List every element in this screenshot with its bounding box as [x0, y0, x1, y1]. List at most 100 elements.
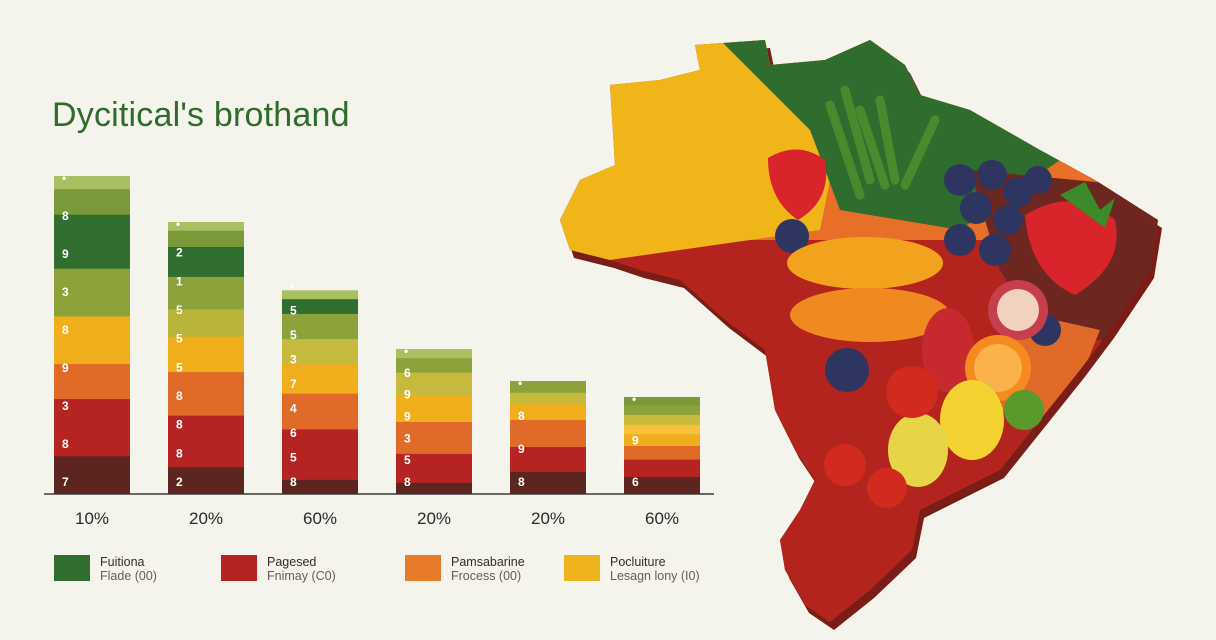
bar-5-segment-3 [510, 419, 586, 448]
legend-sub-4: Lesagn lony (I0) [610, 569, 700, 583]
bar-6-segment-5 [624, 424, 700, 435]
bar-4-segment-2 [396, 453, 472, 483]
legend-item-1: Fuitiona Flade (00) [54, 555, 157, 583]
x-tick-label-6: 60% [645, 509, 679, 528]
legend-name-4: Pocluiture [610, 555, 666, 569]
bar-2-segment-8 [168, 230, 244, 247]
bar-6-segment-7 [624, 404, 700, 415]
lemon-2 [888, 413, 948, 487]
bar-4-mark-7: • [404, 344, 408, 358]
bar-2-segment-3 [168, 371, 244, 416]
bar-1-mark-1: 7 [62, 475, 69, 489]
bar-3-segment-2 [282, 428, 358, 480]
bar-3-segment-1 [282, 479, 358, 495]
bar-6-segment-8 [624, 397, 700, 406]
bar-2-mark-8: 1 [176, 274, 183, 288]
x-tick-label-2: 20% [189, 509, 223, 528]
bar-1-mark-9: • [62, 171, 66, 185]
bar-6-segment-2 [624, 459, 700, 478]
bar-4-mark-3: 3 [404, 431, 411, 445]
bar-4-segment-7 [396, 349, 472, 359]
bar-3-mark-2: 5 [290, 451, 297, 465]
bar-1-mark-6: 3 [62, 285, 69, 299]
bar-1-segment-8 [54, 176, 130, 190]
bar-6-segment-3 [624, 445, 700, 460]
bar-6-mark-1: 6 [632, 475, 639, 489]
bar-3-mark-5: 7 [290, 377, 297, 391]
bar-2-segment-1 [168, 466, 244, 495]
bar-3-segment-4 [282, 363, 358, 394]
lemon-1 [940, 380, 1004, 460]
bar-5-segment-5 [510, 392, 586, 405]
bar-2-mark-2: 8 [176, 446, 183, 460]
strawberry-large [1025, 201, 1117, 295]
stacked-bar-chart: 7 8 3 9 8 3 9 8 • 10% 2 8 8 8 5 5 5 1 2 • 20% 8 5 6 4 7 3 5 5 • 60% 8 5 3… [44, 171, 714, 528]
bar-3-segment-8 [282, 290, 358, 300]
bar-3-mark-1: 8 [290, 475, 297, 489]
x-tick-label-4: 20% [417, 509, 451, 528]
bar-3-segment-6 [282, 313, 358, 340]
mango-2 [790, 288, 950, 342]
legend-item-3: Pamsabarine Frocess (00) [405, 555, 525, 583]
bar-4-mark-2: 5 [404, 453, 411, 467]
x-tick-label-3: 60% [303, 509, 337, 528]
bar-4-mark-4: 9 [404, 410, 411, 424]
legend-name-3: Pamsabarine [451, 555, 525, 569]
bar-2-segment-2 [168, 415, 244, 468]
bar-1-segment-6 [54, 214, 130, 269]
bar-2-mark-4: 8 [176, 389, 183, 403]
blueberries [775, 160, 1061, 392]
bar-5-mark-4: • [518, 376, 522, 390]
bar-4-mark-6: 6 [404, 366, 411, 380]
bar-4-segment-4 [396, 395, 472, 422]
bar-4-mark-1: 8 [404, 475, 411, 489]
bar-1-mark-7: 9 [62, 247, 69, 261]
bar-2-mark-6: 5 [176, 332, 183, 346]
bar-3-mark-4: 4 [290, 402, 297, 416]
bar-5-mark-3: 8 [518, 409, 525, 423]
bar-1-mark-2: 8 [62, 437, 69, 451]
legend-item-2: Pagesed Fnimay (C0) [221, 555, 336, 583]
bar-2-segment-6 [168, 276, 244, 310]
green-beans [825, 85, 940, 200]
bar-1-mark-5: 8 [62, 323, 69, 337]
bar-1-mark-4: 9 [62, 361, 69, 375]
bar-1-segment-4 [54, 315, 130, 365]
mango-1 [787, 237, 943, 289]
bar-5-mark-1: 8 [518, 475, 525, 489]
legend-swatch-1 [54, 555, 90, 581]
bar-1-segment-2 [54, 398, 130, 457]
bar-4-segment-3 [396, 421, 472, 454]
bar-2-segment-9 [168, 222, 244, 231]
bar-2-mark-5: 5 [176, 360, 183, 374]
bar-3-mark-9: • [290, 279, 294, 293]
x-tick-label-1: 10% [75, 509, 109, 528]
lime [1004, 390, 1044, 430]
bar-5-mark-2: 9 [518, 442, 525, 456]
bar-5-segment-4 [510, 403, 586, 420]
legend-sub-1: Flade (00) [100, 569, 157, 583]
legend-swatch-3 [405, 555, 441, 581]
legend-name-1: Fuitiona [100, 555, 145, 569]
bar-5-segment-2 [510, 446, 586, 472]
bar-5-segment-1 [510, 471, 586, 495]
strawberry-small [768, 149, 827, 220]
brazil-produce-map-illustration [560, 40, 1162, 630]
legend-swatch-2 [221, 555, 257, 581]
bar-5-segment-6 [510, 381, 586, 393]
tomatoes [824, 366, 938, 508]
legend-name-2: Pagesed [267, 555, 317, 569]
bar-6-mark-2: 9 [632, 434, 639, 448]
bar-1-segment-7 [54, 188, 130, 215]
bar-2-mark-3: 8 [176, 418, 183, 432]
bar-2-segment-5 [168, 309, 244, 337]
legend-item-4: Pocluiture Lesagn lony (I0) [564, 555, 700, 583]
bar-2-mark-9: 2 [176, 246, 183, 260]
bar-3-mark-6: 3 [290, 353, 297, 367]
bar-4-segment-5 [396, 372, 472, 396]
legend-swatch-4 [564, 555, 600, 581]
watermelon-slice [922, 308, 974, 392]
bar-2-segment-7 [168, 246, 244, 277]
bar-4-segment-6 [396, 357, 472, 373]
bar-4-segment-1 [396, 482, 472, 495]
